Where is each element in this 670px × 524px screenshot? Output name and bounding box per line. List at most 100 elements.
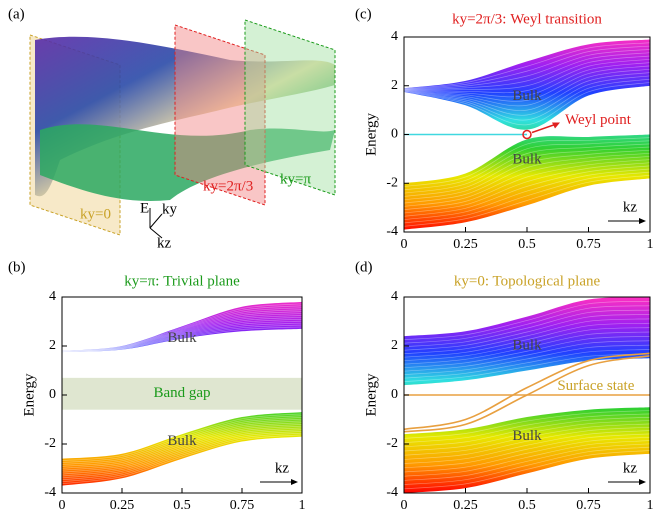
x-tick-label: 1 (299, 498, 306, 513)
band-stripe (403, 327, 651, 362)
band-stripe (61, 307, 303, 352)
band-stripe (403, 165, 651, 217)
band-stripe (61, 417, 303, 465)
y-tick-label: -2 (386, 175, 398, 190)
band-stripe (403, 436, 651, 473)
weyl-arrow (531, 123, 556, 134)
bulk-band (62, 412, 302, 486)
band-stripe (403, 159, 651, 211)
band-gap (62, 377, 302, 410)
band-stripe (403, 140, 651, 191)
x-axis-label: kz (623, 199, 638, 215)
band-stripe (61, 309, 303, 352)
band-stripe (403, 440, 651, 477)
band-stripe (403, 171, 651, 224)
y-tick-label: 4 (49, 289, 56, 304)
annotation: Bulk (512, 152, 542, 168)
annotation: Bulk (167, 433, 197, 449)
band-stripe (403, 143, 651, 194)
band-surface (40, 124, 335, 201)
y-tick-label: 4 (391, 29, 398, 44)
band-stripe (61, 415, 303, 463)
band-stripe (61, 324, 303, 353)
band-stripe (403, 301, 651, 341)
band-stripe (403, 65, 651, 102)
band-stripe (403, 410, 651, 439)
band-stripe (403, 450, 651, 490)
band-stripe (61, 427, 303, 477)
y-tick-label: 0 (391, 387, 398, 402)
y-tick-label: 2 (391, 78, 398, 93)
y-tick-label: -2 (386, 436, 398, 451)
band-stripe (403, 349, 651, 379)
annotation: Bulk (167, 330, 197, 346)
y-tick-label: 0 (391, 127, 398, 142)
band-stripe (403, 72, 651, 111)
y-tick-label: 2 (49, 338, 56, 353)
surface-line (403, 355, 651, 433)
axis-label: kz (157, 235, 172, 251)
x-axis-arrowhead (639, 218, 646, 224)
band-stripe (403, 413, 651, 443)
y-tick-label: 0 (49, 387, 56, 402)
bulk-band (404, 39, 650, 130)
annotation: Surface state (557, 378, 634, 394)
x-tick-label: 0.25 (453, 498, 478, 513)
band-stripe (403, 416, 651, 448)
bulk-band (404, 297, 650, 386)
band-stripe (403, 137, 651, 187)
band-stripe (403, 156, 651, 207)
x-tick-label: 0.75 (576, 237, 601, 252)
band-stripe (403, 318, 651, 355)
band-stripe (61, 431, 303, 481)
y-axis-label: Energy (21, 373, 37, 417)
y-tick-label: -4 (44, 485, 56, 500)
x-tick-label: 0.5 (518, 498, 536, 513)
band-stripe (403, 58, 651, 94)
y-axis-label: Energy (363, 373, 379, 417)
axis-label: ky (162, 201, 178, 217)
band-stripe (61, 318, 303, 353)
band-stripe (403, 82, 651, 126)
band-stripe (403, 353, 651, 383)
band-stripe (403, 152, 651, 204)
band-surface (35, 36, 335, 197)
band-stripe (61, 418, 303, 467)
band-stripe (403, 52, 651, 90)
panel-label: (c) (355, 6, 372, 22)
band-stripe (61, 326, 303, 353)
panel-label: (a) (8, 6, 25, 22)
plane-ky2pi3 (174, 24, 266, 206)
gap-label: Band gap (153, 385, 210, 401)
band-stripe (403, 168, 651, 220)
x-axis-arrowhead (639, 479, 646, 485)
y-tick-label: -4 (386, 485, 398, 500)
axis-label: E (140, 200, 149, 216)
axes-icon (149, 208, 163, 239)
bulk-band (404, 407, 650, 493)
band-stripe (61, 316, 303, 352)
surface-line (403, 352, 651, 431)
band-stripe (61, 434, 303, 485)
x-tick-label: 0 (401, 237, 408, 252)
x-tick-label: 0 (59, 498, 66, 513)
annotation: Bulk (512, 88, 542, 104)
x-tick-label: 0.5 (518, 237, 536, 252)
band-stripe (403, 68, 651, 107)
band-stripe (403, 340, 651, 372)
bulk-band (62, 301, 302, 353)
band-stripe (61, 424, 303, 473)
band-stripe (61, 429, 303, 479)
band-stripe (403, 49, 651, 90)
band-stripe (403, 149, 651, 201)
bulk-band (404, 134, 650, 230)
band-stripe (403, 309, 651, 348)
band-stripe (61, 322, 303, 353)
band-stripe (403, 305, 651, 344)
band-stripe (403, 314, 651, 351)
x-tick-label: 1 (647, 498, 654, 513)
band-stripe (403, 446, 651, 485)
plane-label: ky=0 (80, 206, 111, 222)
band-stripe (61, 303, 303, 352)
band-stripe (403, 426, 651, 460)
